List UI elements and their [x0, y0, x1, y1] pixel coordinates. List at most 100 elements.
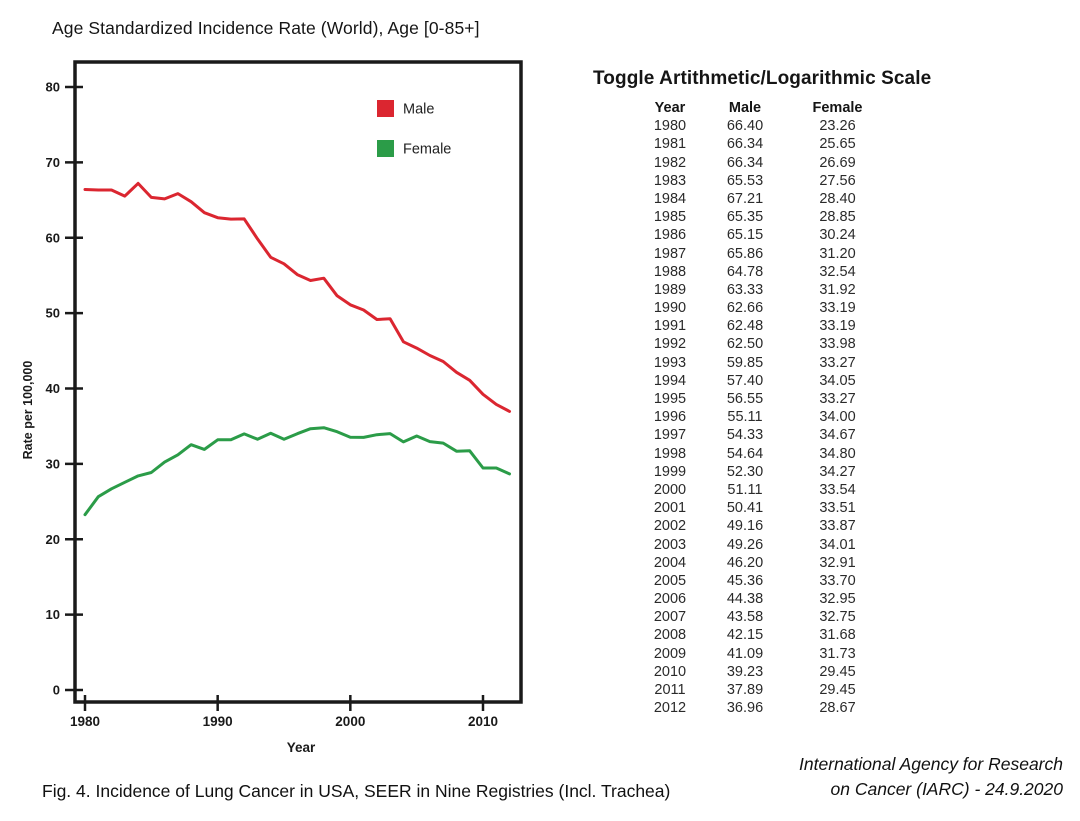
cell-year: 2001 — [653, 500, 687, 517]
column-header-female: Female — [812, 100, 863, 116]
cell-male: 65.35 — [726, 209, 764, 226]
cell-female: 23.26 — [819, 118, 856, 135]
cell-female: 33.70 — [819, 572, 856, 589]
cell-male: 64.78 — [726, 263, 764, 280]
cell-female: 31.20 — [819, 245, 856, 262]
page-title: Age Standardized Incidence Rate (World),… — [52, 18, 480, 38]
y-tick-label: 0 — [53, 683, 60, 698]
y-tick-label: 50 — [46, 306, 60, 321]
cell-female: 28.40 — [819, 190, 856, 207]
x-tick-label: 2000 — [335, 714, 365, 729]
cell-year: 1996 — [653, 409, 687, 426]
cell-female: 31.92 — [819, 281, 856, 298]
cell-male: 51.11 — [727, 481, 763, 498]
cell-female: 28.67 — [819, 700, 856, 717]
table-row: 1980 66.40 23.26 — [630, 117, 895, 135]
cell-female: 33.27 — [819, 354, 856, 371]
cell-male: 59.85 — [726, 354, 764, 371]
cell-year: 1985 — [653, 209, 687, 226]
data-table: Year Male Female 1980 66.40 23.26 1981 66.34… — [630, 99, 895, 717]
cell-female: 33.54 — [819, 481, 856, 498]
table-row: 1988 64.78 32.54 — [630, 263, 895, 281]
cell-female: 29.45 — [819, 663, 856, 680]
table-row: 2011 37.89 29.45 — [630, 681, 895, 699]
cell-year: 1984 — [653, 190, 687, 207]
cell-year: 1983 — [653, 172, 687, 189]
table-row: 1986 65.15 30.24 — [630, 226, 895, 244]
cell-year: 2012 — [653, 700, 687, 717]
cell-year: 1988 — [653, 263, 687, 280]
cell-year: 1986 — [653, 227, 687, 244]
credit-line-2: on Cancer (IARC) - 24.9.2020 — [830, 779, 1063, 799]
table-row: 2002 49.16 33.87 — [630, 517, 895, 535]
table-row: 1983 65.53 27.56 — [630, 172, 895, 190]
cell-female: 34.05 — [819, 372, 856, 389]
cell-year: 1982 — [653, 154, 687, 171]
cell-male: 63.33 — [726, 281, 764, 298]
table-row: 1998 54.64 34.80 — [630, 445, 895, 463]
table-row: 1991 62.48 33.19 — [630, 317, 895, 335]
male-line — [83, 181, 511, 413]
cell-year: 1999 — [653, 463, 687, 480]
cell-year: 1980 — [653, 118, 687, 135]
cell-female: 33.51 — [819, 500, 856, 517]
y-tick-label: 20 — [46, 532, 60, 547]
cell-female: 28.85 — [819, 209, 856, 226]
table-row: 2006 44.38 32.95 — [630, 590, 895, 608]
cell-female: 34.27 — [819, 463, 856, 480]
table-row: 2012 36.96 28.67 — [630, 699, 895, 717]
column-header-male: Male — [728, 100, 762, 116]
cell-female: 26.69 — [819, 154, 856, 171]
cell-year: 2007 — [653, 609, 687, 626]
cell-female: 29.45 — [819, 682, 856, 698]
table-row: 1984 67.21 28.40 — [630, 190, 895, 208]
x-tick-label: 1980 — [70, 714, 100, 729]
cell-female: 31.73 — [819, 645, 856, 662]
y-tick-label: 30 — [46, 456, 60, 471]
table-row: 1999 52.30 34.27 — [630, 463, 895, 481]
table-row: 2009 41.09 31.73 — [630, 645, 895, 663]
cell-male: 66.34 — [726, 154, 764, 171]
cell-year: 1993 — [653, 354, 687, 371]
cell-year: 2010 — [653, 663, 687, 680]
cell-year: 1991 — [653, 318, 687, 335]
cell-male: 65.86 — [726, 245, 764, 262]
x-axis-title: Year — [287, 740, 316, 755]
cell-year: 1998 — [653, 445, 687, 462]
cell-male: 66.34 — [726, 136, 764, 153]
scale-toggle-button[interactable]: Toggle Artithmetic/Logarithmic Scale — [593, 68, 932, 89]
cell-female: 33.87 — [819, 518, 856, 535]
incidence-line-chart: 0 10 20 30 40 50 60 70 80 1980 1990 2000 2010 Rate pe… — [21, 60, 523, 755]
cell-female: 27.56 — [819, 172, 856, 189]
x-tick-label: 2010 — [468, 714, 498, 729]
table-row: 2000 51.11 33.54 — [630, 481, 895, 499]
female-line — [83, 426, 511, 517]
cell-male: 62.48 — [726, 318, 764, 335]
cell-male: 54.33 — [726, 427, 764, 444]
cell-male: 65.15 — [726, 227, 764, 244]
table-row: 1985 65.35 28.85 — [630, 208, 895, 226]
legend-label-female: Female — [403, 142, 451, 158]
cell-male: 49.16 — [726, 518, 764, 535]
table-row: 1982 66.34 26.69 — [630, 154, 895, 172]
cell-year: 2000 — [653, 481, 687, 498]
cell-male: 42.15 — [726, 627, 764, 644]
cell-male: 44.38 — [726, 591, 764, 608]
cell-female: 33.98 — [819, 336, 856, 353]
table-row: 1995 56.55 33.27 — [630, 390, 895, 408]
y-tick-label: 60 — [46, 230, 60, 245]
y-tick-label: 70 — [46, 155, 60, 170]
table-row: 1994 57.40 34.05 — [630, 372, 895, 390]
cell-male: 65.53 — [726, 172, 764, 189]
cell-female: 33.19 — [819, 318, 856, 335]
cell-male: 50.41 — [726, 500, 764, 517]
y-tick-label: 10 — [46, 607, 60, 622]
cell-year: 2011 — [654, 682, 686, 698]
cell-male: 49.26 — [726, 536, 764, 553]
cell-male: 56.55 — [726, 391, 764, 407]
cell-female: 25.65 — [819, 136, 856, 153]
table-row: 2007 43.58 32.75 — [630, 608, 895, 626]
cell-male: 54.64 — [726, 445, 764, 462]
cell-female: 34.00 — [819, 409, 856, 426]
cell-female: 32.54 — [819, 263, 856, 280]
